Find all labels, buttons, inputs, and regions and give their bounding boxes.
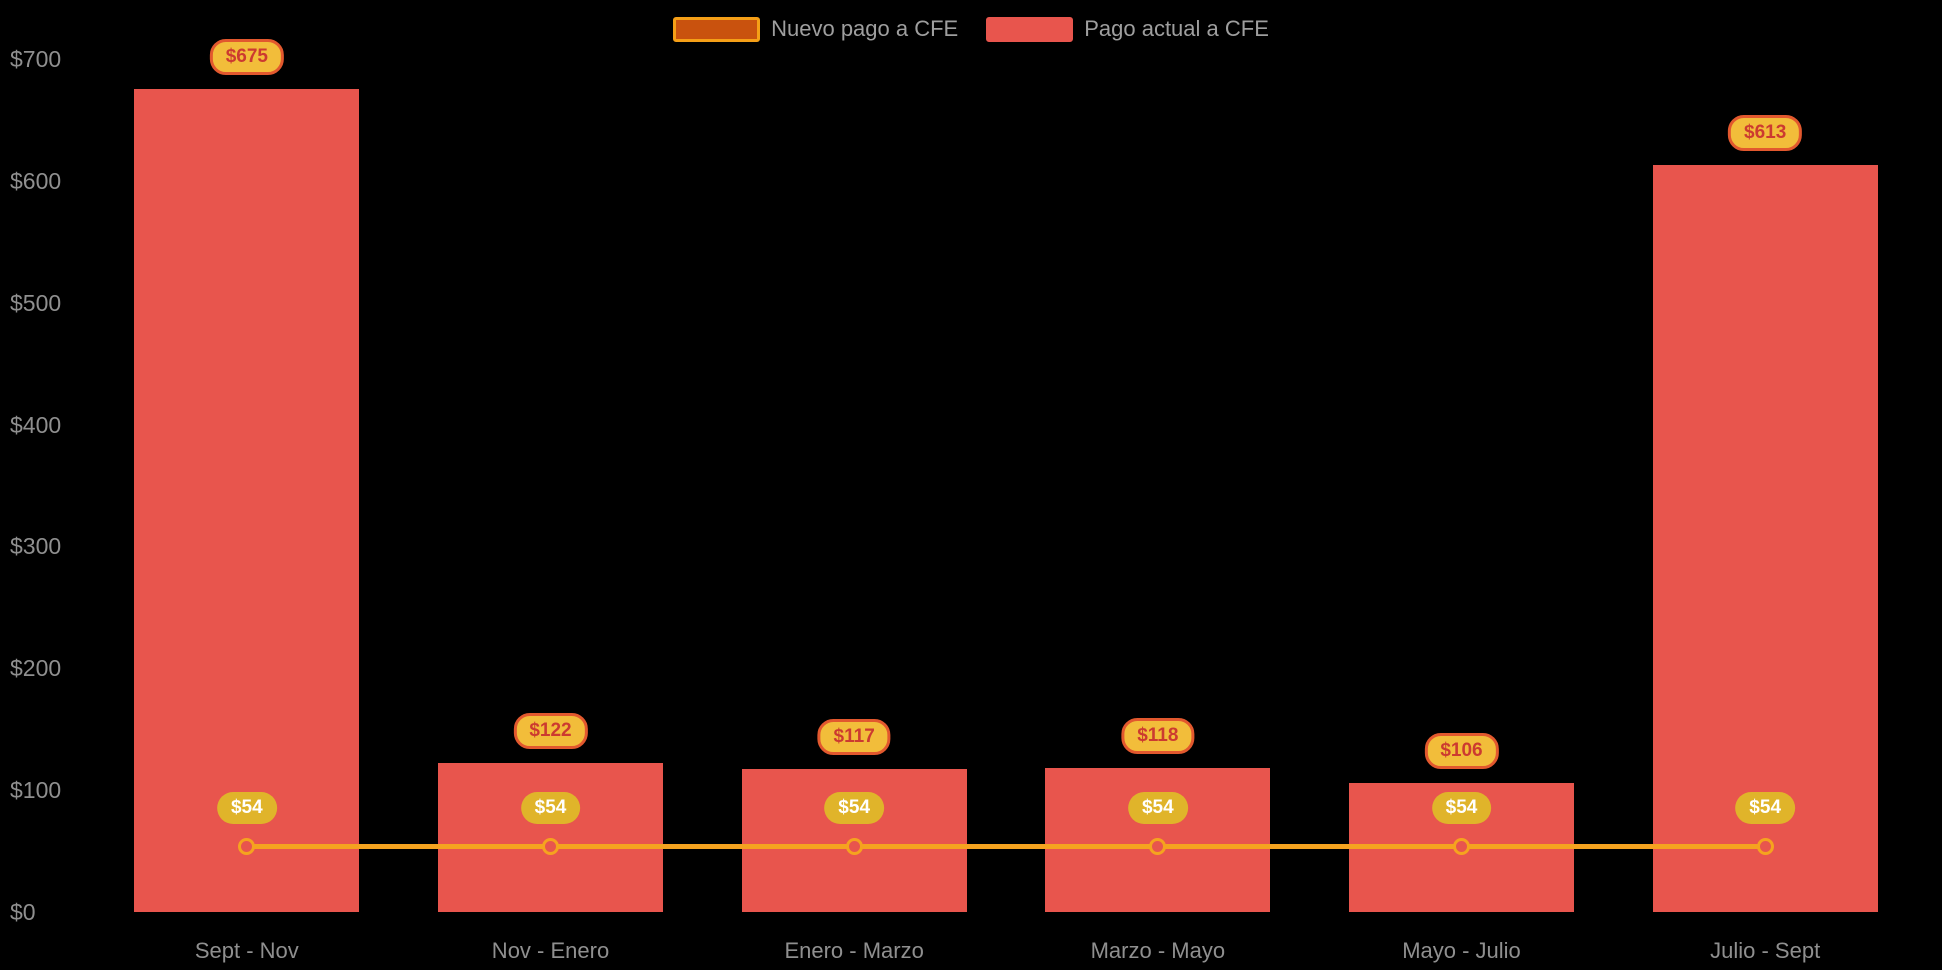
- legend-swatch-nuevo-pago-icon: [673, 16, 761, 42]
- y-axis-tick-label: $400: [10, 411, 62, 438]
- line-point-3[interactable]: [1149, 837, 1167, 855]
- line-point-4[interactable]: [1453, 837, 1470, 855]
- bar-0[interactable]: [134, 89, 360, 912]
- x-axis-label-1: Nov - Enero: [491, 938, 610, 963]
- bar-value-label-1: $122: [513, 713, 588, 750]
- x-axis-label-4: Mayo - Julio: [1402, 938, 1521, 963]
- y-axis-tick-label: $300: [10, 533, 62, 560]
- line-point-1[interactable]: [542, 837, 559, 855]
- bar-value-label-0: $675: [209, 39, 284, 76]
- line-point-2[interactable]: [845, 837, 863, 855]
- bar-value-label-2: $117: [817, 719, 891, 756]
- line-series: [246, 843, 1766, 849]
- legend-item-pago-actual[interactable]: Pago actual a CFE: [986, 16, 1269, 42]
- x-axis-label-3: Marzo - Mayo: [1090, 938, 1226, 963]
- line-point-5[interactable]: [1756, 837, 1774, 855]
- legend-swatch-pago-actual-icon: [986, 16, 1074, 42]
- line-value-label-0: $54: [216, 792, 277, 825]
- bar-value-label-5: $613: [1728, 115, 1803, 152]
- legend: Nuevo pago a CFE Pago actual a CFE: [0, 16, 1942, 42]
- y-axis-tick-label: $600: [10, 167, 62, 194]
- y-axis-tick-label: $700: [10, 46, 62, 72]
- line-value-label-2: $54: [824, 792, 885, 825]
- x-axis-label-2: Enero - Marzo: [784, 938, 924, 963]
- y-axis-tick-label: $200: [10, 655, 62, 682]
- bar-1[interactable]: [438, 763, 663, 912]
- bar-5[interactable]: [1652, 165, 1878, 912]
- line-point-0[interactable]: [238, 837, 256, 855]
- x-axis-label-0: Sept - Nov: [194, 938, 299, 963]
- legend-label-nuevo-pago: Nuevo pago a CFE: [771, 16, 959, 41]
- x-axis-label-5: Julio - Sept: [1710, 938, 1821, 963]
- bar-value-label-4: $106: [1424, 732, 1499, 769]
- y-axis-tick-label: $500: [10, 289, 62, 316]
- line-value-label-4: $54: [1431, 792, 1492, 825]
- y-axis-tick-label: $100: [10, 777, 62, 804]
- line-value-label-3: $54: [1127, 792, 1188, 825]
- y-axis-tick-label: $0: [10, 899, 36, 925]
- legend-label-pago-actual: Pago actual a CFE: [1084, 16, 1269, 41]
- line-value-label-1: $54: [520, 792, 581, 825]
- line-value-label-5: $54: [1735, 792, 1796, 825]
- bar-value-label-3: $118: [1121, 718, 1195, 755]
- legend-item-nuevo-pago[interactable]: Nuevo pago a CFE: [673, 16, 958, 42]
